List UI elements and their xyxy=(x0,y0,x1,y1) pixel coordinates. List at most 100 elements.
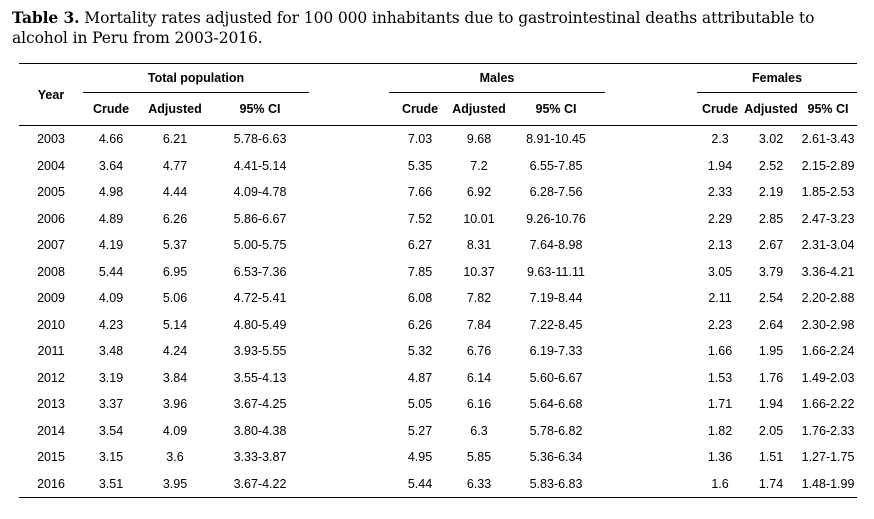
females-adjusted-cell: 3.79 xyxy=(758,264,784,279)
males-adjusted-cell: 8.31 xyxy=(466,238,492,253)
males-crude-cell: 7.66 xyxy=(407,185,433,200)
total-ci-cell: 4.41-5.14 xyxy=(233,158,287,173)
males-ci-cell: 6.19-7.33 xyxy=(529,344,583,359)
total-adjusted-cell: 6.95 xyxy=(162,264,188,279)
males-adjusted-cell: 5.85 xyxy=(466,450,492,465)
subheader-crude: Crude xyxy=(701,102,739,116)
table-row: 2005 4.98 4.44 4.09-4.78 7.66 6.92 6.28-7.56 2.… xyxy=(19,179,857,206)
table-row: 2013 3.37 3.96 3.67-4.25 5.05 6.16 5.64-6.68 1.… xyxy=(19,391,857,418)
total-crude-cell: 3.48 xyxy=(98,344,124,359)
total-crude-cell: 4.09 xyxy=(98,291,124,306)
subheader-adjusted: Adjusted xyxy=(452,102,506,116)
year-cell: 2012 xyxy=(37,370,65,385)
year-cell: 2014 xyxy=(37,423,65,438)
total-ci-cell: 5.00-5.75 xyxy=(233,238,287,253)
total-adjusted-cell: 4.09 xyxy=(162,423,188,438)
males-adjusted-cell: 6.76 xyxy=(466,344,492,359)
total-adjusted-cell: 3.95 xyxy=(139,470,211,498)
total-adjusted-cell: 5.06 xyxy=(162,291,188,306)
males-adjusted-cell: 6.92 xyxy=(466,185,492,200)
females-adjusted-cell: 2.19 xyxy=(758,185,784,200)
subheader-ci: 95% CI xyxy=(239,102,281,116)
females-adjusted-cell: 2.67 xyxy=(758,238,784,253)
total-ci-cell: 3.80-4.38 xyxy=(233,423,287,438)
year-cell: 2009 xyxy=(37,291,65,306)
total-crude-cell: 3.37 xyxy=(98,397,124,412)
total-adjusted-cell: 4.44 xyxy=(162,185,188,200)
year-cell: 2016 xyxy=(19,470,83,498)
year-cell: 2013 xyxy=(37,397,65,412)
total-adjusted-cell: 6.21 xyxy=(139,125,211,153)
total-adjusted-cell: 6.26 xyxy=(162,211,188,226)
females-ci-cell: 1.66-2.22 xyxy=(801,397,855,412)
group-header-females: Females xyxy=(697,64,858,93)
females-ci-cell: 1.76-2.33 xyxy=(801,423,855,438)
males-ci-cell: 7.64-8.98 xyxy=(529,238,583,253)
subheader-crude: Crude xyxy=(401,102,439,116)
table-header: Year Total population Males Females Crud… xyxy=(19,64,858,126)
males-crude-cell: 6.26 xyxy=(407,317,433,332)
total-crude-cell: 5.44 xyxy=(98,264,124,279)
subheader-ci: 95% CI xyxy=(535,102,577,116)
males-crude-cell: 5.05 xyxy=(407,397,433,412)
total-crude-cell: 3.51 xyxy=(83,470,139,498)
table-body: 2003 4.66 6.21 5.78-6.63 7.03 9.68 8.91-10.45 2… xyxy=(19,125,858,498)
females-ci-cell: 2.31-3.04 xyxy=(801,238,855,253)
males-ci-cell: 5.83-6.83 xyxy=(507,470,606,498)
table-row: 2004 3.64 4.77 4.41-5.14 5.35 7.2 6.55-7.85 1.9… xyxy=(19,153,857,180)
total-crude-cell: 4.19 xyxy=(98,238,124,253)
total-crude-cell: 3.54 xyxy=(98,423,124,438)
table-row: 2014 3.54 4.09 3.80-4.38 5.27 6.3 5.78-6.82 1.8… xyxy=(19,418,857,445)
males-ci-cell: 5.64-6.68 xyxy=(529,397,583,412)
females-adjusted-cell: 2.85 xyxy=(758,211,784,226)
females-ci-cell: 1.27-1.75 xyxy=(801,450,855,465)
total-adjusted-cell: 3.6 xyxy=(166,450,184,465)
males-adjusted-cell: 7.84 xyxy=(466,317,492,332)
table-row: 2010 4.23 5.14 4.80-5.49 6.26 7.84 7.22-8.45 2.… xyxy=(19,312,857,339)
year-cell: 2007 xyxy=(37,238,65,253)
total-crude-cell: 3.64 xyxy=(98,158,124,173)
total-crude-cell: 4.23 xyxy=(98,317,124,332)
females-adjusted-cell: 1.95 xyxy=(758,344,784,359)
males-crude-cell: 5.32 xyxy=(407,344,433,359)
males-crude-cell: 5.44 xyxy=(389,470,451,498)
males-adjusted-cell: 10.37 xyxy=(463,264,495,279)
total-adjusted-cell: 3.84 xyxy=(162,370,188,385)
total-ci-cell: 3.93-5.55 xyxy=(233,344,287,359)
table-row: 2006 4.89 6.26 5.86-6.67 7.52 10.01 9.26-10.76… xyxy=(19,206,857,233)
females-adjusted-cell: 1.76 xyxy=(758,370,784,385)
males-crude-cell: 7.85 xyxy=(407,264,433,279)
males-adjusted-cell: 7.2 xyxy=(470,158,488,173)
females-crude-cell: 2.11 xyxy=(708,291,732,306)
females-adjusted-cell: 1.94 xyxy=(758,397,784,412)
table-row: 2003 4.66 6.21 5.78-6.63 7.03 9.68 8.91-10.45 2… xyxy=(19,125,858,153)
females-ci-cell: 1.85-2.53 xyxy=(801,185,855,200)
males-crude-cell: 7.52 xyxy=(407,211,433,226)
females-adjusted-cell: 1.74 xyxy=(743,470,800,498)
table-row: 2015 3.15 3.6 3.33-3.87 4.95 5.85 5.36-6.34 1.3… xyxy=(19,444,857,471)
females-crude-cell: 1.82 xyxy=(707,423,733,438)
year-cell: 2010 xyxy=(37,317,65,332)
females-crude-cell: 1.71 xyxy=(707,397,733,412)
males-crude-cell: 5.35 xyxy=(407,158,433,173)
table-caption-text: Mortality rates adjusted for 100 000 inh… xyxy=(12,9,815,47)
subheader-adjusted: Adjusted xyxy=(744,102,798,116)
males-adjusted-cell: 6.33 xyxy=(451,470,507,498)
males-adjusted-cell: 7.82 xyxy=(466,291,492,306)
total-ci-cell: 4.09-4.78 xyxy=(233,185,287,200)
males-crude-cell: 5.27 xyxy=(407,423,433,438)
males-ci-cell: 7.22-8.45 xyxy=(529,317,583,332)
total-adjusted-cell: 3.96 xyxy=(162,397,188,412)
males-ci-cell: 5.36-6.34 xyxy=(529,450,583,465)
females-ci-cell: 2.61-3.43 xyxy=(799,125,858,153)
females-crude-cell: 2.23 xyxy=(707,317,733,332)
females-crude-cell: 1.94 xyxy=(707,158,733,173)
table-row: 2016 3.51 3.95 3.67-4.22 5.44 6.33 5.83-6.83 1.… xyxy=(19,470,858,498)
total-crude-cell: 3.15 xyxy=(98,450,124,465)
females-ci-cell: 2.20-2.88 xyxy=(801,291,855,306)
females-crude-cell: 1.6 xyxy=(697,470,744,498)
males-adjusted-cell: 9.68 xyxy=(451,125,507,153)
females-crude-cell: 2.13 xyxy=(707,238,733,253)
males-ci-cell: 5.78-6.82 xyxy=(529,423,583,438)
total-ci-cell: 3.67-4.22 xyxy=(211,470,309,498)
